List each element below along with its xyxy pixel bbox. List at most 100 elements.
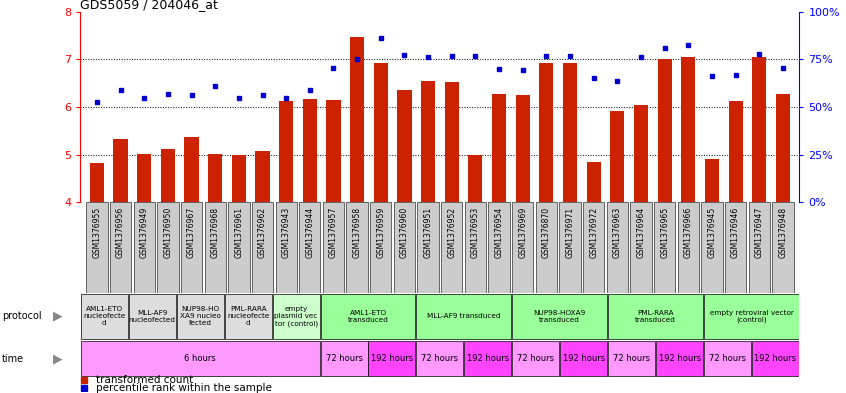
- Text: GSM1376943: GSM1376943: [282, 207, 291, 258]
- Text: 192 hours: 192 hours: [755, 354, 797, 363]
- FancyBboxPatch shape: [513, 342, 559, 376]
- Bar: [184, 137, 199, 202]
- Text: PML-RARA
nucleofecte
d: PML-RARA nucleofecte d: [227, 307, 269, 326]
- Bar: [634, 105, 648, 202]
- Text: GSM1376944: GSM1376944: [305, 207, 315, 258]
- Text: GSM1376948: GSM1376948: [778, 207, 788, 258]
- FancyBboxPatch shape: [321, 342, 367, 376]
- Bar: [515, 95, 530, 202]
- FancyBboxPatch shape: [393, 202, 415, 293]
- Text: MLL-AF9 transduced: MLL-AF9 transduced: [427, 313, 501, 320]
- Bar: [705, 158, 719, 202]
- Text: GSM1376958: GSM1376958: [353, 207, 361, 258]
- Text: GSM1376957: GSM1376957: [329, 207, 338, 258]
- FancyBboxPatch shape: [157, 202, 179, 293]
- Bar: [728, 101, 743, 202]
- Text: PML-RARA
transduced: PML-RARA transduced: [635, 310, 676, 323]
- Bar: [398, 90, 411, 202]
- Text: 6 hours: 6 hours: [184, 354, 216, 363]
- Text: percentile rank within the sample: percentile rank within the sample: [96, 382, 272, 393]
- Bar: [610, 111, 624, 202]
- Text: GSM1376969: GSM1376969: [519, 207, 527, 258]
- Text: protocol: protocol: [2, 311, 41, 321]
- Text: 192 hours: 192 hours: [563, 354, 605, 363]
- FancyBboxPatch shape: [513, 294, 607, 339]
- Text: GSM1376952: GSM1376952: [448, 207, 456, 258]
- FancyBboxPatch shape: [441, 202, 463, 293]
- Text: GSM1376964: GSM1376964: [636, 207, 645, 258]
- FancyBboxPatch shape: [536, 202, 557, 293]
- FancyBboxPatch shape: [177, 294, 223, 339]
- FancyBboxPatch shape: [464, 342, 511, 376]
- FancyBboxPatch shape: [772, 202, 794, 293]
- FancyBboxPatch shape: [656, 342, 703, 376]
- FancyBboxPatch shape: [299, 202, 321, 293]
- FancyBboxPatch shape: [110, 202, 131, 293]
- Text: GSM1376963: GSM1376963: [613, 207, 622, 258]
- FancyBboxPatch shape: [225, 294, 272, 339]
- FancyBboxPatch shape: [252, 202, 273, 293]
- Bar: [279, 101, 294, 202]
- FancyBboxPatch shape: [607, 202, 628, 293]
- FancyBboxPatch shape: [749, 202, 770, 293]
- FancyBboxPatch shape: [559, 202, 580, 293]
- FancyBboxPatch shape: [323, 202, 344, 293]
- Bar: [327, 100, 341, 202]
- Bar: [137, 154, 151, 202]
- FancyBboxPatch shape: [369, 342, 415, 376]
- Text: GSM1376961: GSM1376961: [234, 207, 244, 258]
- Text: GDS5059 / 204046_at: GDS5059 / 204046_at: [80, 0, 217, 11]
- Text: GSM1376954: GSM1376954: [495, 207, 503, 258]
- FancyBboxPatch shape: [704, 294, 799, 339]
- Text: 192 hours: 192 hours: [467, 354, 509, 363]
- FancyBboxPatch shape: [488, 202, 509, 293]
- Bar: [113, 140, 128, 202]
- Bar: [469, 155, 482, 202]
- FancyBboxPatch shape: [752, 342, 799, 376]
- FancyBboxPatch shape: [134, 202, 155, 293]
- Text: 72 hours: 72 hours: [326, 354, 363, 363]
- Text: 72 hours: 72 hours: [613, 354, 651, 363]
- Bar: [232, 155, 246, 202]
- Bar: [539, 63, 553, 202]
- FancyBboxPatch shape: [205, 202, 226, 293]
- Text: GSM1376966: GSM1376966: [684, 207, 693, 258]
- Text: GSM1376950: GSM1376950: [163, 207, 173, 258]
- FancyBboxPatch shape: [654, 202, 675, 293]
- FancyBboxPatch shape: [129, 294, 176, 339]
- Text: empty
plasmid vec
tor (control): empty plasmid vec tor (control): [274, 306, 318, 327]
- Bar: [303, 99, 317, 202]
- Bar: [445, 82, 459, 202]
- Bar: [586, 162, 601, 202]
- Text: GSM1376953: GSM1376953: [471, 207, 480, 258]
- FancyBboxPatch shape: [725, 202, 746, 293]
- FancyBboxPatch shape: [701, 202, 722, 293]
- Text: GSM1376965: GSM1376965: [660, 207, 669, 258]
- FancyBboxPatch shape: [81, 342, 320, 376]
- Text: MLL-AF9
nucleofected: MLL-AF9 nucleofected: [129, 310, 176, 323]
- Text: 72 hours: 72 hours: [421, 354, 459, 363]
- Text: NUP98-HO
XA9 nucleo
fected: NUP98-HO XA9 nucleo fected: [180, 307, 221, 326]
- Bar: [681, 57, 695, 202]
- FancyBboxPatch shape: [560, 342, 607, 376]
- Text: GSM1376947: GSM1376947: [755, 207, 764, 258]
- Bar: [255, 151, 270, 202]
- Text: GSM1376962: GSM1376962: [258, 207, 267, 258]
- Text: ▶: ▶: [52, 310, 63, 323]
- Text: GSM1376949: GSM1376949: [140, 207, 149, 258]
- FancyBboxPatch shape: [181, 202, 202, 293]
- FancyBboxPatch shape: [276, 202, 297, 293]
- Text: GSM1376968: GSM1376968: [211, 207, 220, 258]
- Text: GSM1376967: GSM1376967: [187, 207, 196, 258]
- Bar: [563, 63, 577, 202]
- Bar: [776, 94, 790, 202]
- Text: GSM1376960: GSM1376960: [400, 207, 409, 258]
- FancyBboxPatch shape: [630, 202, 651, 293]
- Text: 72 hours: 72 hours: [709, 354, 746, 363]
- Bar: [657, 59, 672, 202]
- FancyBboxPatch shape: [583, 202, 604, 293]
- FancyBboxPatch shape: [416, 294, 511, 339]
- Text: empty retroviral vector
(control): empty retroviral vector (control): [710, 310, 794, 323]
- Text: transformed count: transformed count: [96, 375, 194, 385]
- Bar: [90, 163, 104, 202]
